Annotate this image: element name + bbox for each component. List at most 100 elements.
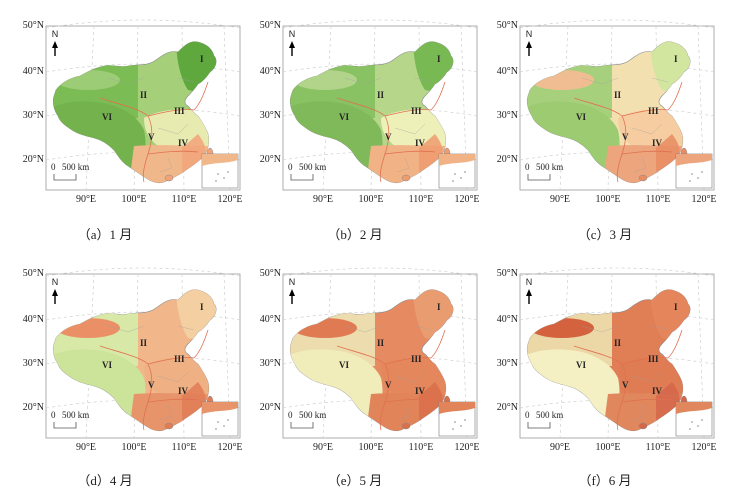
north-arrow (526, 289, 532, 304)
map-panel-1: 50°N 40°N 30°N 20°N 90°E 100°E 110°E 120°E N 0 500… (10, 10, 243, 205)
scale-distance-label: 500 km (62, 162, 90, 172)
region-label-I: I (200, 54, 204, 64)
north-arrow (289, 289, 295, 304)
north-label: N (288, 277, 296, 287)
region-label-V: V (385, 132, 392, 142)
scale-bar (53, 174, 77, 181)
panel-caption: （b）2 月 (327, 227, 383, 242)
panel-caption: （f）6 月 (578, 473, 632, 488)
inset-south-china-sea (201, 401, 239, 437)
map-panel-5: 50°N 40°N 30°N 20°N 90°E 100°E 110°E 120°E N 0 500… (247, 258, 480, 453)
region-label-V: V (622, 380, 629, 390)
region-label-II: II (614, 90, 622, 100)
scale-bar (527, 422, 551, 429)
scale-zero-label: 0 (288, 410, 293, 420)
longitude-label: 120°E (454, 442, 480, 453)
region-label-V: V (385, 380, 392, 390)
region-label-IV: IV (415, 138, 426, 148)
latitude-label: 20°N (22, 154, 44, 165)
latitude-label: 50°N (259, 20, 281, 31)
longitude-label: 110°E (171, 194, 197, 205)
region-label-VI: VI (102, 360, 113, 370)
north-label: N (525, 277, 533, 287)
scale-bar (290, 422, 314, 429)
region-label-II: II (377, 90, 385, 100)
scale-distance-label: 500 km (62, 410, 90, 420)
region-label-II: II (377, 338, 385, 348)
longitude-label: 100°E (121, 194, 147, 205)
scale-zero-label: 0 (525, 162, 530, 172)
latitude-label: 30°N (259, 110, 281, 121)
latitude-label: 50°N (496, 268, 518, 279)
region-label-I: I (674, 54, 678, 64)
longitude-label: 110°E (171, 442, 197, 453)
region-label-III: III (174, 354, 185, 364)
longitude-label: 100°E (595, 442, 621, 453)
north-label: N (525, 29, 533, 39)
north-label: N (51, 29, 59, 39)
region-label-V: V (148, 380, 155, 390)
scale-zero-label: 0 (51, 410, 56, 420)
inset-south-china-sea (438, 153, 476, 189)
latitude-label: 30°N (496, 110, 518, 121)
longitude-label: 120°E (454, 194, 480, 205)
latitude-label: 50°N (496, 20, 518, 31)
latitude-label: 30°N (22, 110, 44, 121)
north-label: N (51, 277, 59, 287)
scale-distance-label: 500 km (536, 410, 564, 420)
region-label-VI: VI (102, 112, 113, 122)
latitude-label: 20°N (259, 402, 281, 413)
region-label-I: I (200, 302, 204, 312)
longitude-label: 120°E (217, 442, 243, 453)
region-label-IV: IV (178, 138, 189, 148)
scale-distance-label: 500 km (299, 410, 327, 420)
longitude-label: 110°E (645, 194, 671, 205)
china-landmass (526, 41, 691, 184)
map-svg (282, 19, 478, 191)
region-label-I: I (437, 302, 441, 312)
map-svg (519, 19, 715, 191)
latitude-label: 40°N (496, 314, 518, 325)
longitude-label: 120°E (217, 194, 243, 205)
longitude-label: 100°E (121, 442, 147, 453)
latitude-label: 30°N (259, 358, 281, 369)
map-svg (519, 267, 715, 439)
scale-bar (527, 174, 551, 181)
region-label-II: II (140, 90, 148, 100)
region-label-IV: IV (652, 386, 663, 396)
latitude-label: 40°N (259, 66, 281, 77)
map-svg (45, 19, 241, 191)
longitude-label: 120°E (691, 194, 717, 205)
region-label-I: I (437, 54, 441, 64)
latitude-label: 50°N (22, 268, 44, 279)
map-svg (282, 267, 478, 439)
inset-south-china-sea (201, 153, 239, 189)
latitude-label: 50°N (22, 20, 44, 31)
longitude-label: 110°E (408, 194, 434, 205)
latitude-label: 30°N (496, 358, 518, 369)
latitude-label: 20°N (496, 402, 518, 413)
region-label-IV: IV (652, 138, 663, 148)
map-panel-2: 50°N 40°N 30°N 20°N 90°E 100°E 110°E 120°E N 0 500… (247, 10, 480, 205)
region-label-III: III (174, 106, 185, 116)
longitude-label: 120°E (691, 442, 717, 453)
region-label-III: III (411, 106, 422, 116)
panel-caption: （a）1 月 (77, 227, 133, 242)
longitude-label: 90°E (549, 442, 571, 453)
scale-zero-label: 0 (288, 162, 293, 172)
latitude-label: 20°N (259, 154, 281, 165)
longitude-label: 90°E (312, 194, 334, 205)
inset-south-china-sea (438, 401, 476, 437)
map-svg (45, 267, 241, 439)
latitude-label: 50°N (259, 268, 281, 279)
latitude-label: 40°N (22, 66, 44, 77)
longitude-label: 90°E (75, 442, 97, 453)
region-label-III: III (648, 106, 659, 116)
region-label-II: II (140, 338, 148, 348)
region-label-I: I (674, 302, 678, 312)
scale-bar (53, 422, 77, 429)
longitude-label: 100°E (595, 194, 621, 205)
longitude-label: 90°E (75, 194, 97, 205)
longitude-label: 100°E (358, 442, 384, 453)
latitude-label: 40°N (259, 314, 281, 325)
